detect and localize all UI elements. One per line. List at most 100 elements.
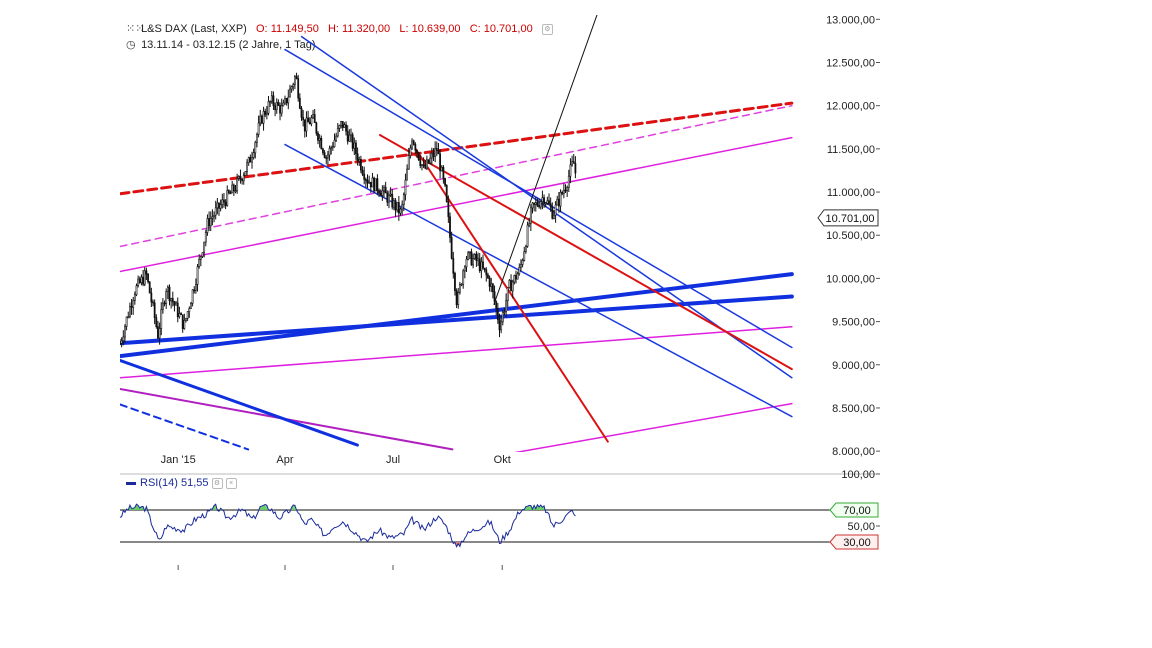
price-tick-label: 10.500,00 <box>826 230 875 242</box>
price-bar-body <box>282 102 285 107</box>
price-bar-body <box>429 157 432 164</box>
price-bar-body <box>147 273 149 283</box>
price-bar-body <box>503 311 506 313</box>
price-bar-body <box>355 142 357 155</box>
price-bar-body <box>130 306 133 308</box>
price-bar-body <box>376 178 379 191</box>
price-bar-body <box>442 166 445 179</box>
price-bar-body <box>508 280 511 288</box>
price-bar-body <box>259 115 262 124</box>
price-bar-body <box>173 301 176 306</box>
price-tick-label: 12.000,00 <box>826 101 875 113</box>
price-bar-body <box>487 274 489 279</box>
price-bar-body <box>308 121 311 125</box>
price-bar-body <box>496 308 499 321</box>
price-bar-body <box>477 258 479 261</box>
high-label: H: <box>327 23 339 35</box>
price-bar-body <box>539 201 542 208</box>
rsi-line <box>119 503 576 548</box>
price-bar-body <box>358 158 361 162</box>
price-bar-body <box>454 273 456 292</box>
price-bar-body <box>554 204 557 216</box>
rsi-overbought-fill <box>529 505 531 510</box>
price-bar-body <box>546 200 549 204</box>
price-bar-body <box>228 190 230 194</box>
price-bar-body <box>176 302 179 318</box>
rsi-overbought-fill <box>539 505 541 510</box>
time-axis: Jan '15 Apr Jul Okt <box>161 454 511 570</box>
price-bar-body <box>572 161 575 164</box>
price-bar-body <box>322 148 324 153</box>
price-bar-body <box>242 175 245 182</box>
price-bar-body <box>567 175 570 188</box>
price-bar-body <box>213 214 215 218</box>
price-bar-body <box>531 202 534 209</box>
rsi-settings-icon[interactable]: ⚙ <box>211 477 223 489</box>
price-bar-body <box>246 162 248 172</box>
price-bar-body <box>313 114 316 123</box>
price-bar-body <box>381 190 384 196</box>
price-bar-body <box>449 216 451 238</box>
price-bar-body <box>315 122 318 134</box>
price-bar-body <box>150 292 153 303</box>
settings-icon[interactable]: ⚙ <box>541 23 553 35</box>
trendline <box>120 136 793 273</box>
close-value: 10.701,00 <box>483 23 533 35</box>
time-tick-label: Apr <box>276 454 293 466</box>
price-tick-label: 11.500,00 <box>827 144 875 156</box>
price-bar-body <box>138 278 141 283</box>
price-bar-body <box>287 96 290 104</box>
price-bar-body <box>543 197 545 204</box>
price-tick-label: 11.000,00 <box>827 187 875 199</box>
price-bar-body <box>226 190 229 206</box>
price-bar-body <box>199 256 202 260</box>
price-bar-body <box>404 179 407 196</box>
price-bar-body <box>234 190 237 193</box>
rsi-close-icon[interactable]: × <box>225 477 237 489</box>
trendline <box>300 35 793 379</box>
price-bar-body <box>224 201 227 206</box>
price-bar-body <box>345 124 347 132</box>
price-bar-body <box>562 189 565 194</box>
price-bar-body <box>368 181 371 184</box>
price-bar-body <box>470 251 473 266</box>
price-bar-body <box>185 318 187 321</box>
price-bar-body <box>526 224 529 247</box>
price-bar-body <box>289 88 291 98</box>
price-tick-label: 8.500,00 <box>832 403 875 415</box>
rsi-value: 51,55 <box>180 477 209 489</box>
trendline <box>120 272 794 359</box>
price-bar-body <box>417 152 420 161</box>
price-bar-body <box>462 270 465 285</box>
price-bar-body <box>129 306 131 318</box>
price-bar-body <box>317 132 319 141</box>
price-bar-body <box>262 111 265 124</box>
price-bar-body <box>155 317 158 327</box>
price-bar-body <box>193 289 196 292</box>
price-bar-body <box>305 117 308 132</box>
price-bar-body <box>472 258 475 266</box>
price-bar-body <box>520 264 522 268</box>
price-bar-body <box>444 178 446 186</box>
time-tick-label: Jul <box>386 454 400 466</box>
price-bar-body <box>264 111 267 115</box>
price-bar-body <box>320 137 323 150</box>
price-bar-body <box>132 300 135 308</box>
price-bar-body <box>244 171 247 176</box>
price-axis: 13.000,00 12.500,00 12.000,00 11.500,00 11.0… <box>817 14 880 458</box>
trendline <box>493 15 598 305</box>
price-tick-label: 13.000,00 <box>826 14 875 26</box>
price-bar-body <box>214 207 217 216</box>
price-bar-body <box>237 176 240 179</box>
price-bar-body <box>260 115 263 124</box>
price-bar-body <box>455 290 458 306</box>
rsi-overbought-fill <box>263 504 266 510</box>
rsi-overbought-fill <box>265 504 267 510</box>
price-bar-body <box>506 287 509 302</box>
trendline <box>120 326 793 379</box>
price-bar-body <box>206 218 209 233</box>
trendline <box>378 134 793 371</box>
price-bar-body <box>386 192 389 203</box>
price-bar-body <box>341 121 344 128</box>
